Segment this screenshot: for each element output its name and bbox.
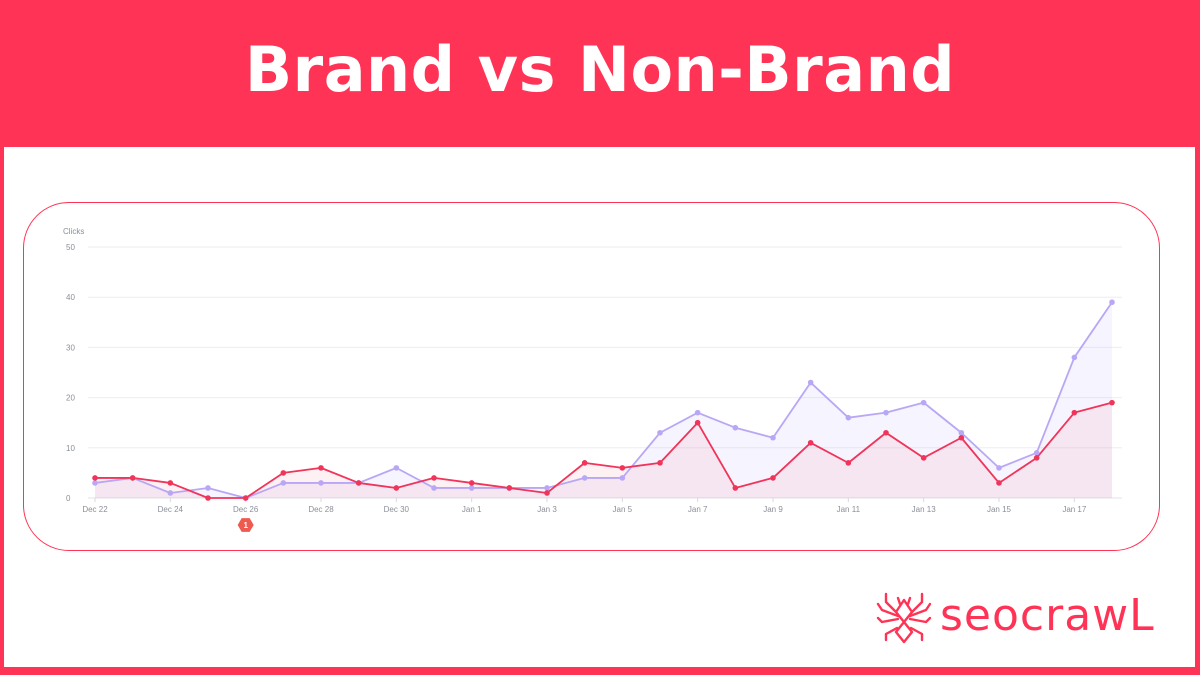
y-tick-label: 50 [66, 243, 75, 252]
y-tick-label: 40 [66, 293, 75, 302]
x-tick-label: Dec 22 [82, 505, 108, 514]
data-point[interactable] [355, 480, 362, 486]
x-tick-label: Dec 30 [384, 505, 410, 514]
series-line [94, 301, 1113, 499]
data-point[interactable] [883, 409, 889, 416]
data-point[interactable] [92, 475, 98, 481]
y-tick-label: 30 [66, 343, 75, 352]
data-point[interactable] [996, 465, 1002, 471]
spider-icon [876, 592, 932, 644]
data-point[interactable] [694, 409, 701, 416]
data-point[interactable] [770, 434, 776, 441]
y-axis-ticks: 0 10 20 30 40 50 [66, 243, 75, 503]
grid-lines [88, 246, 1122, 499]
data-point[interactable] [1033, 455, 1040, 461]
y-tick-label: 20 [66, 394, 75, 403]
data-point[interactable] [167, 480, 174, 486]
x-tick-label: Jan 17 [1062, 505, 1087, 514]
data-point[interactable] [468, 485, 475, 491]
data-point[interactable] [807, 439, 814, 446]
logo-text: seocrawL [940, 590, 1155, 641]
x-tick-label: Jan 7 [688, 505, 708, 514]
data-point[interactable] [732, 485, 739, 491]
series-areas [95, 302, 1112, 498]
data-point[interactable] [920, 455, 927, 461]
chart-card [23, 202, 1160, 551]
x-axis-ticks: Dec 22 Dec 24 Dec 26 Dec 28 Dec 30 Jan 1 Jan 3… [82, 498, 1087, 514]
annotation-label: 1 [243, 521, 248, 530]
series-lines [94, 301, 1113, 499]
data-point[interactable] [544, 485, 550, 491]
y-tick-label: 10 [66, 444, 75, 453]
data-point[interactable] [845, 460, 852, 466]
data-point[interactable] [318, 480, 324, 486]
data-point[interactable] [1071, 354, 1078, 361]
annotation-badge[interactable] [237, 518, 254, 532]
data-point[interactable] [845, 414, 852, 421]
data-point[interactable] [619, 465, 626, 471]
series-line [95, 401, 1113, 499]
data-point[interactable] [242, 495, 249, 501]
data-point[interactable] [1071, 409, 1078, 416]
data-point[interactable] [205, 485, 211, 491]
data-point[interactable] [920, 399, 927, 406]
data-point[interactable] [1109, 299, 1115, 306]
page-title: Brand vs Non-Brand [244, 33, 956, 106]
data-point[interactable] [431, 485, 437, 491]
data-point[interactable] [544, 490, 550, 496]
data-point[interactable] [996, 480, 1002, 486]
data-point[interactable] [581, 475, 588, 481]
data-point[interactable] [431, 475, 437, 481]
data-point[interactable] [280, 470, 287, 476]
data-point[interactable] [393, 485, 400, 491]
data-point[interactable] [732, 424, 739, 431]
y-tick-label: 0 [66, 494, 71, 503]
x-tick-label: Dec 26 [233, 505, 259, 514]
annotation-marker[interactable]: 1 [237, 518, 254, 532]
data-point[interactable] [807, 379, 814, 386]
data-point[interactable] [92, 480, 98, 486]
data-point[interactable] [958, 434, 965, 441]
x-tick-label: Jan 9 [763, 505, 783, 514]
data-point[interactable] [883, 429, 889, 436]
series-area [95, 302, 1112, 498]
data-point[interactable] [393, 465, 400, 471]
x-tick-label: Dec 28 [308, 505, 334, 514]
x-tick-label: Jan 11 [837, 505, 861, 514]
header-banner: Brand vs Non-Brand [0, 0, 1200, 147]
x-tick-label: Jan 15 [987, 505, 1012, 514]
x-tick-label: Jan 1 [462, 505, 482, 514]
data-point[interactable] [205, 495, 211, 501]
x-tick-label: Dec 24 [158, 505, 184, 514]
seocrawl-logo: seocrawL [876, 586, 1155, 646]
data-point[interactable] [958, 429, 965, 436]
data-point[interactable] [657, 460, 663, 466]
data-point[interactable] [694, 419, 701, 426]
x-tick-label: Jan 5 [613, 505, 633, 514]
data-point[interactable] [468, 480, 475, 486]
data-point[interactable] [619, 475, 626, 481]
data-point[interactable] [581, 460, 588, 466]
y-axis-label: Clicks [63, 227, 84, 236]
x-tick-label: Jan 13 [912, 505, 937, 514]
x-tick-label: Jan 3 [537, 505, 557, 514]
data-point[interactable] [318, 465, 324, 471]
data-point[interactable] [1109, 399, 1115, 406]
data-point[interactable] [1033, 450, 1040, 456]
data-point[interactable] [506, 485, 513, 491]
data-point[interactable] [657, 429, 663, 436]
series-area [95, 402, 1112, 498]
data-point[interactable] [129, 475, 136, 481]
data-point[interactable] [280, 480, 287, 486]
data-point[interactable] [770, 475, 776, 481]
series-points [92, 299, 1115, 501]
data-point[interactable] [167, 490, 174, 496]
